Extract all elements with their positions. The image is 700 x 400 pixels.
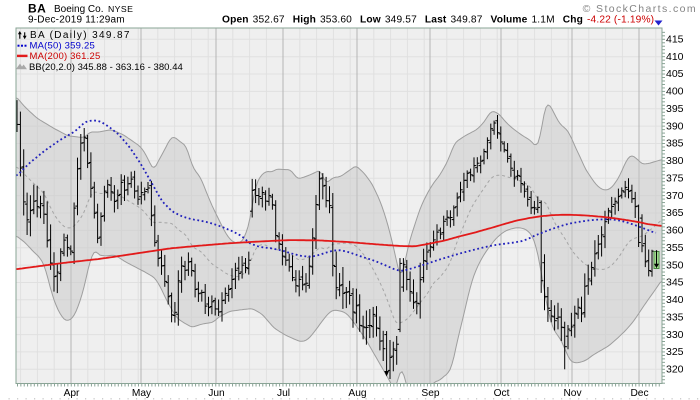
- svg-text:BA: BA: [28, 2, 46, 16]
- svg-text:360: 360: [666, 225, 684, 237]
- svg-text:390: 390: [666, 120, 684, 132]
- svg-text:NYSE: NYSE: [108, 4, 133, 14]
- svg-text:MA(50) 359.25: MA(50) 359.25: [30, 40, 95, 51]
- svg-text:© StockCharts.com: © StockCharts.com: [583, 3, 697, 15]
- svg-text:320: 320: [666, 364, 684, 376]
- svg-text:9-Dec-2019 11:29am: 9-Dec-2019 11:29am: [28, 15, 125, 26]
- svg-text:410: 410: [666, 51, 684, 63]
- svg-text:Aug: Aug: [348, 388, 366, 399]
- svg-text:365: 365: [666, 207, 684, 219]
- svg-text:BB(20,2.0) 345.88 - 363.16 - 3: BB(20,2.0) 345.88 - 363.16 - 380.44: [29, 62, 183, 73]
- svg-text:340: 340: [666, 294, 684, 306]
- svg-text:Apr: Apr: [64, 388, 80, 399]
- svg-text:355: 355: [666, 242, 684, 254]
- svg-text:345: 345: [666, 277, 684, 289]
- svg-text:Jun: Jun: [208, 388, 224, 399]
- svg-text:Jul: Jul: [277, 388, 290, 399]
- svg-text:Boeing Co.: Boeing Co.: [54, 4, 103, 15]
- svg-text:385: 385: [666, 138, 684, 150]
- svg-text:330: 330: [666, 329, 684, 341]
- svg-text:395: 395: [666, 103, 684, 115]
- svg-text:Nov: Nov: [563, 388, 582, 399]
- svg-text:May: May: [132, 388, 152, 399]
- svg-text:350: 350: [666, 259, 684, 271]
- svg-text:BA (Daily) 349.87: BA (Daily) 349.87: [30, 30, 131, 41]
- svg-text:370: 370: [666, 190, 684, 202]
- svg-text:380: 380: [666, 155, 684, 167]
- svg-text:415: 415: [666, 34, 684, 46]
- svg-text:335: 335: [666, 311, 684, 323]
- svg-text:Dec: Dec: [630, 388, 648, 399]
- svg-text:400: 400: [666, 86, 684, 98]
- svg-text:375: 375: [666, 172, 684, 184]
- svg-text:Sep: Sep: [421, 388, 439, 399]
- svg-text:MA(200) 361.25: MA(200) 361.25: [30, 51, 101, 62]
- svg-text:405: 405: [666, 68, 684, 80]
- svg-text:325: 325: [666, 346, 684, 358]
- svg-text:Oct: Oct: [494, 388, 510, 399]
